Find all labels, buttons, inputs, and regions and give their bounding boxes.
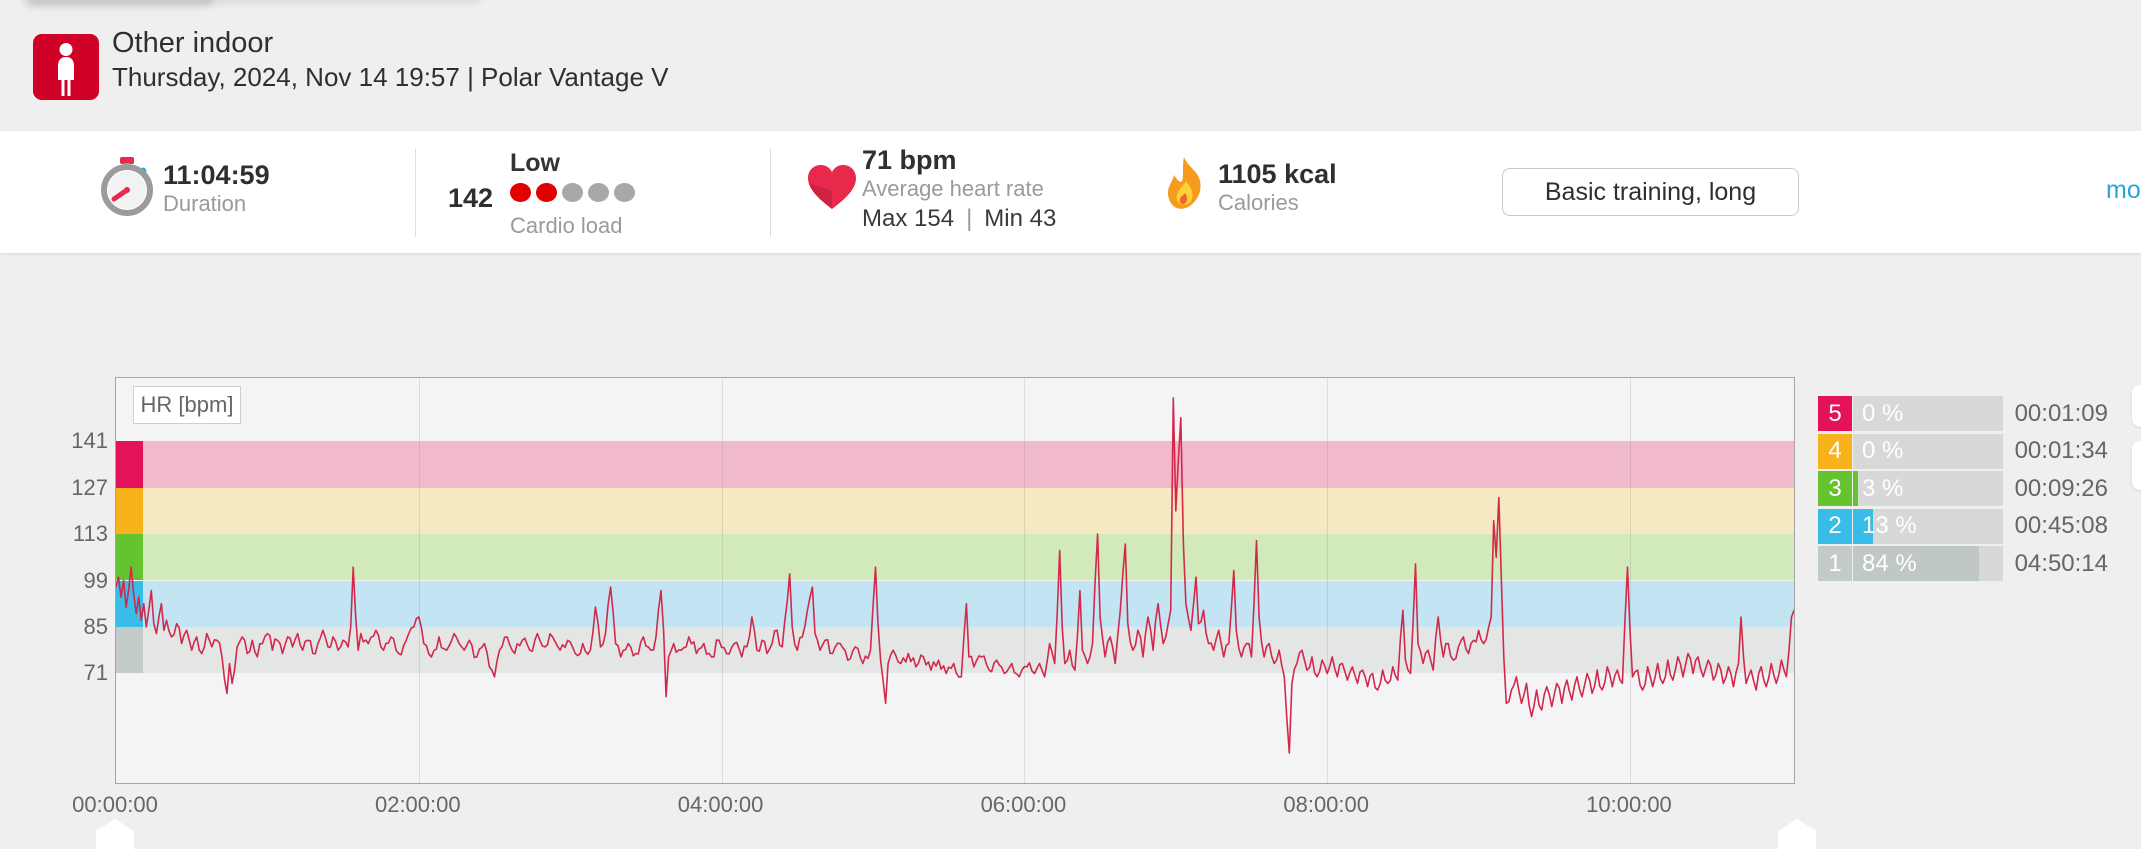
heart-rate-stat: 71 bpm Average heart rate Max 154 | Min 43 <box>862 145 1056 233</box>
hr-chart-plot[interactable]: HR [bpm] <box>115 377 1795 784</box>
zone-2-band <box>116 580 1794 627</box>
vertical-gridline <box>1327 378 1329 783</box>
duration-label: Duration <box>163 191 247 216</box>
cardio-load-level: Low <box>510 149 560 177</box>
zone-1-time: 04:50:14 <box>2014 549 2108 577</box>
cardio-load-value: 142 <box>448 183 494 213</box>
duration-stat: 11:04:59 Duration <box>163 160 270 217</box>
zone-4-badge: 4 <box>1818 433 1852 469</box>
zone-2-percent: 13 % <box>1862 512 1917 539</box>
zone-3-fill <box>1853 471 1858 506</box>
zone-4-band <box>116 487 1794 535</box>
zone-3-badge: 3 <box>1818 471 1852 506</box>
zone-2-fill <box>1853 508 1873 544</box>
hr-line <box>116 397 1794 754</box>
zone-5-bar: 0 % <box>1853 396 2003 431</box>
edge-clipped-button[interactable] <box>2132 441 2141 490</box>
zone-3-bar: 3 % <box>1853 471 2003 506</box>
cardio-load-dot <box>536 183 557 202</box>
page-title: Other indoor <box>112 27 274 59</box>
y-axis-tick-label: 113 <box>72 521 108 547</box>
calories-value: 1105 kcal <box>1218 159 1337 189</box>
x-axis-tick-label: 10:00:00 <box>1586 792 1672 817</box>
zone-3-percent: 3 % <box>1862 474 1904 502</box>
heart-icon <box>806 163 858 216</box>
cardio-load-dot <box>562 183 583 202</box>
more-link[interactable]: more <box>2106 176 2141 204</box>
hr-min: Min 43 <box>984 205 1057 232</box>
avg-hr-value: 71 bpm <box>862 145 957 175</box>
zone-2-badge: 2 <box>1818 508 1852 544</box>
zone-5-badge: 5 <box>1818 396 1852 431</box>
sport-other-indoor-icon <box>33 34 99 100</box>
duration-value: 11:04:59 <box>163 160 270 190</box>
zone-5-strip <box>116 441 143 488</box>
vertical-gridline <box>1024 378 1026 783</box>
stat-divider <box>415 149 416 237</box>
y-axis-tick-label: 85 <box>83 613 108 639</box>
avg-hr-label: Average heart rate <box>862 176 1044 201</box>
x-axis-tick-label: 08:00:00 <box>1283 792 1369 817</box>
zone-2-bar: 13 % <box>1853 508 2003 544</box>
zone-1-bar: 84 % <box>1853 546 2003 581</box>
y-axis-tick-label: 127 <box>71 474 108 500</box>
y-axis-tick-label: 71 <box>83 660 108 686</box>
zone-5-time: 00:01:09 <box>2014 399 2108 427</box>
x-axis-tick-label: 06:00:00 <box>980 792 1067 817</box>
zone-5-percent: 0 % <box>1862 399 1904 427</box>
y-axis-tick-label: 99 <box>83 567 108 593</box>
cardio-load-dot <box>510 183 531 202</box>
cardio-load-dots <box>510 183 635 202</box>
zone-3-time: 00:09:26 <box>2014 474 2108 502</box>
zone-4-bar: 0 % <box>1853 433 2003 469</box>
cardio-load-dot <box>588 183 609 202</box>
summary-stats-bar: 11:04:59 Duration 142 Low Cardio load 71… <box>0 131 2141 254</box>
y-axis-tick-label: 141 <box>71 428 108 454</box>
cardio-load-dot <box>614 183 635 202</box>
person-glyph <box>58 43 74 96</box>
zone-5-band <box>116 441 1794 488</box>
x-axis-tick-label: 02:00:00 <box>374 792 461 817</box>
zone-1-percent: 84 % <box>1862 549 1917 577</box>
session-datetime: Thursday, 2024, Nov 14 19:57 | Polar Van… <box>112 62 669 92</box>
cardio-load-label: Cardio load <box>510 213 623 238</box>
hr-axis-label-box: HR [bpm] <box>133 386 241 424</box>
calories-stat: 1105 kcal Calories <box>1218 159 1337 216</box>
duration-stopwatch-icon <box>98 155 156 222</box>
zone-1-fill <box>1853 546 1979 581</box>
vertical-gridline <box>721 378 723 783</box>
zone-2-time: 00:45:08 <box>2014 512 2108 539</box>
chart-range-slider-left-handle[interactable] <box>96 819 134 849</box>
zone-3-strip <box>116 534 143 581</box>
zone-1-strip <box>116 626 143 674</box>
zone-1-badge: 1 <box>1818 546 1852 581</box>
x-axis-tick-label: 00:00:00 <box>72 792 158 817</box>
edge-clipped-button[interactable] <box>2132 385 2141 427</box>
calories-flame-icon <box>1164 155 1208 220</box>
hr-maxmin-separator: | <box>966 205 973 232</box>
calories-label: Calories <box>1218 190 1299 215</box>
vertical-gridline <box>1629 378 1631 783</box>
vertical-gridline <box>418 378 420 783</box>
chart-range-slider-right-handle[interactable] <box>1778 819 1816 849</box>
x-axis-tick-label: 04:00:00 <box>677 792 764 817</box>
zone-3-band <box>116 534 1794 581</box>
zone-4-strip <box>116 487 143 535</box>
zone-4-time: 00:01:34 <box>2014 437 2108 464</box>
hr-max-min: Max 154 | Min 43 <box>862 205 1056 233</box>
stat-divider <box>770 149 771 237</box>
hr-max: Max 154 <box>862 205 955 232</box>
training-benefit-button[interactable]: Basic training, long <box>1502 168 1799 216</box>
zone-4-percent: 0 % <box>1862 437 1904 464</box>
